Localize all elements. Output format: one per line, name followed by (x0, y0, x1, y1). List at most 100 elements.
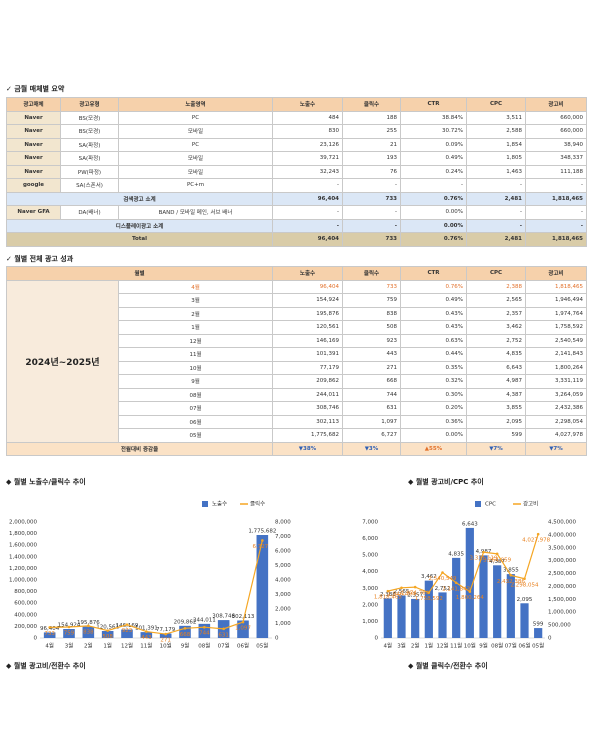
cell: google (6, 178, 61, 193)
cell: 6,727 (342, 428, 401, 443)
line-point (523, 577, 526, 581)
x-tick-label: 08월 (491, 642, 503, 650)
cell: 96,404 (272, 191, 343, 206)
cell: 2,298,054 (525, 414, 587, 429)
cell: 154,924 (272, 293, 343, 308)
header-cell: CPC (466, 266, 526, 281)
header-cell: 노출수 (272, 266, 343, 281)
cell: 0.49% (400, 293, 467, 308)
cell: 733 (342, 279, 401, 294)
data-label: 209,862 (174, 619, 197, 625)
data-label: 308,746 (212, 614, 235, 620)
cell: 9월 (118, 374, 273, 389)
cell: BAND / 모바일 메인, 서브 배너 (118, 205, 273, 220)
bar (479, 555, 488, 638)
tick-label: 4,000 (362, 569, 378, 575)
data-label: 631 (218, 632, 229, 638)
tick-label: 2,000 (362, 602, 378, 608)
bar (452, 557, 461, 638)
x-tick-label: 07월 (218, 642, 230, 650)
line-point (400, 586, 403, 590)
cell: 209,862 (272, 374, 343, 389)
cell: 830 (272, 124, 343, 139)
bar (424, 580, 433, 638)
chart-title-text: 월별 클릭수/전환수 추이 (415, 662, 488, 670)
cell: 21 (342, 137, 401, 152)
line-point (413, 585, 417, 589)
cell: 0.43% (400, 306, 467, 321)
cell: 1,974,764 (525, 306, 587, 321)
cell: 146,169 (272, 333, 343, 348)
bar (43, 632, 56, 638)
cell: 1,097 (342, 414, 401, 429)
cell: 733 (342, 191, 401, 206)
section-title-text: 월별 전체 광고 성과 (14, 255, 74, 263)
cell: - (272, 178, 343, 193)
cell: - (272, 218, 343, 233)
line-point (145, 630, 148, 633)
data-label: 77,179 (156, 627, 176, 633)
cell: PC+m (118, 178, 273, 193)
cell: SA(파정) (60, 151, 119, 166)
tick-label: 1,000 (362, 619, 378, 625)
x-tick-label: 05월 (256, 642, 268, 650)
cell: 0.44% (400, 347, 467, 362)
data-row: 3월 154,924 759 0.49% 2,565 1,946,494 (7, 293, 587, 308)
data-label: 271 (160, 638, 171, 644)
cell: 1월 (118, 320, 273, 335)
cell: 96,404 (272, 232, 343, 247)
tick-label: 1,500,000 (548, 597, 576, 603)
cell: 96,404 (272, 279, 343, 294)
header-cell: 노출영역 (118, 97, 273, 112)
cell: 195,876 (272, 306, 343, 321)
cell: 11월 (118, 347, 273, 362)
chart: 0 1,000 2,000 3,000 4,000 5,000 6,000 7,000 0 500… (362, 500, 576, 650)
cell: 0.63% (400, 333, 467, 348)
line (387, 533, 539, 594)
cell: 244,011 (272, 387, 343, 402)
line-point (183, 627, 187, 630)
cell: 348,337 (525, 151, 587, 166)
data-label: 2,141,843 (442, 586, 470, 592)
cell: 660,000 (525, 124, 587, 139)
cell: 디스플레이광고 소계 (6, 218, 273, 233)
line-point (495, 552, 499, 556)
x-tick-label: 3월 (65, 642, 74, 650)
line-point (386, 589, 390, 593)
x-tick-label: 06월 (518, 642, 530, 650)
tick-label: 7,000 (362, 520, 378, 526)
cell: 4,835 (466, 347, 526, 362)
line-point (454, 581, 458, 585)
data-row: 06월 302,113 1,097 0.36% 2,095 2,298,054 (7, 414, 587, 429)
cell: 6,643 (466, 360, 526, 375)
bar (140, 632, 153, 638)
cell: - (342, 178, 401, 193)
bar (534, 628, 543, 638)
cell: 08월 (118, 387, 273, 402)
bar (256, 535, 269, 638)
tick-label: 2,500,000 (548, 571, 576, 577)
data-label: 6,643 (462, 521, 478, 527)
line-point (125, 623, 129, 626)
x-tick-label: 4월 (45, 642, 54, 650)
data-row: Naver BS(모경) 모바일 830 255 30.72% 2,588 660,000 (6, 124, 587, 139)
cell: 10월 (118, 360, 273, 375)
cell: 32,243 (272, 164, 343, 179)
line-point (203, 625, 206, 629)
tick-label: 1,000,000 (548, 610, 576, 616)
cell: - (466, 205, 526, 220)
cell: 4,027,978 (525, 428, 587, 443)
bar (397, 595, 406, 638)
line-point (241, 620, 245, 624)
cell: 2월 (118, 306, 273, 321)
x-tick-label: 9월 (181, 642, 190, 650)
x-tick-label: 07월 (505, 642, 517, 650)
cell: 2,588 (466, 124, 526, 139)
line-point (48, 626, 51, 629)
cell: 1,818,465 (525, 191, 587, 206)
cell: 0.20% (400, 401, 467, 416)
header-cell: 광고비 (525, 97, 587, 112)
line-point (222, 627, 225, 631)
cell: 모바일 (118, 151, 273, 166)
chart-title: ◆ 월별 클릭수/전환수 추이 (408, 662, 488, 670)
